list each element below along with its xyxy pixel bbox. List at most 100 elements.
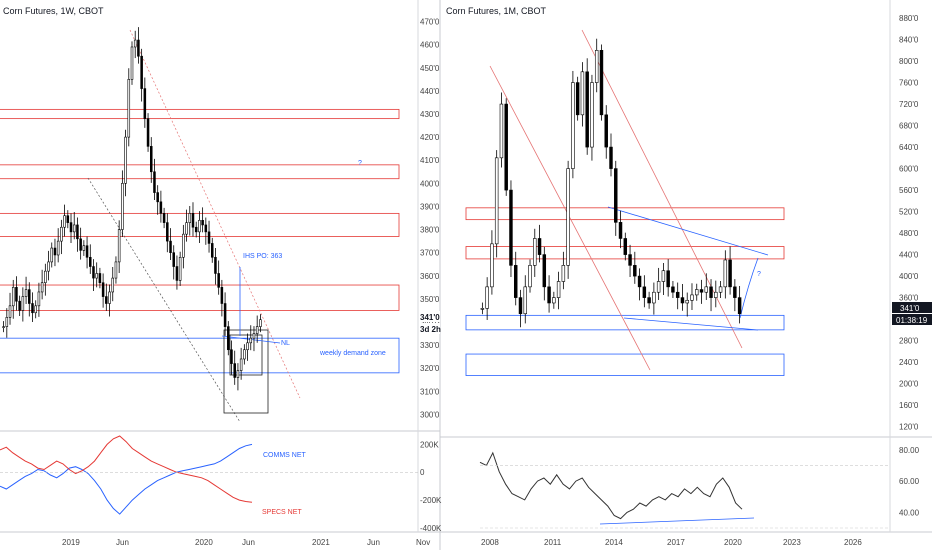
weekly-candle-body [166,222,169,242]
monthly-channel-lower [489,65,651,371]
weekly-price-tick: 380'0 [420,226,440,235]
monthly-time-tick: 2011 [544,538,562,547]
weekly-candle-body [24,289,28,297]
ihs-po-annotation: IHS PO: 363 [243,253,282,260]
weekly-price-tick: 450'0 [420,64,440,73]
weekly-candle-body [101,282,105,297]
monthly-question-annotation: ? [757,271,761,278]
weekly-countdown: 3d 2h [420,325,441,334]
monthly-candle-body [614,168,618,223]
monthly-candle-body [699,289,704,293]
monthly-time-tick: 2017 [667,538,685,547]
weekly-candle-body [108,291,111,304]
monthly-candles [480,38,742,328]
monthly-candle-body [728,259,732,288]
monthly-candle-body [685,299,689,304]
weekly-candle-body [143,88,147,119]
weekly-countdown-box [419,323,440,334]
weekly-candle-body [259,319,262,327]
monthly-time-tick: 2026 [844,538,862,547]
monthly-candle-body [609,146,613,169]
specs-net-label: SPECS NET [262,509,302,516]
monthly-price-label: 341'0 [900,304,920,313]
weekly-candle-body [201,220,204,226]
monthly-candle-body [537,238,542,255]
weekly-zones [0,108,400,374]
demand-zone-annotation: weekly demand zone [319,350,386,357]
weekly-candle-body [76,224,79,240]
weekly-candle-body [188,213,192,223]
weekly-candle-body [5,317,9,327]
monthly-candle-body [599,50,604,116]
weekly-candle-body [82,245,86,251]
weekly-candle-body [175,266,179,281]
monthly-candle-body [675,291,680,298]
weekly-candle-body [56,240,60,256]
weekly-time-ticks: 2019 Jun 2020 Jun 2021 Jun Nov [62,538,430,547]
weekly-price-tick: 400'0 [420,179,440,188]
weekly-candle-body [194,226,198,233]
weekly-candle-body [207,231,211,244]
monthly-candle-body [628,254,632,266]
weekly-indicator-line [0,435,253,503]
monthly-wedge-lower [623,317,759,331]
monthly-price-tick: 360'0 [899,294,919,303]
weekly-indicator-tick: 200K [420,440,439,449]
weekly-candle-body [159,201,163,214]
monthly-candle-body [680,297,685,304]
weekly-candle-body [92,266,95,279]
weekly-time-tick: 2021 [312,538,330,547]
weekly-candle-body [198,220,201,233]
monthly-candle-body [714,291,718,298]
weekly-candle-body [217,273,220,288]
monthly-candle-body [575,82,580,116]
monthly-time-ticks: 2008 2011 2014 2017 2020 2023 2026 [481,538,862,547]
weekly-candle-body [252,333,256,339]
monthly-price-tick: 200'0 [899,380,919,389]
weekly-zone [0,164,400,180]
monthly-candle-body [723,259,728,288]
monthly-countdown: 01:38:19 [896,316,928,325]
monthly-candle-body [556,281,561,298]
weekly-candle-body [21,296,25,311]
weekly-indicator-line [0,443,253,515]
weekly-candle-body [98,273,102,284]
weekly-candle-body [230,349,233,364]
monthly-price-ticks: 880'0 840'0 800'0 760'0 720'0 680'0 640'0 600'0… [899,14,919,432]
weekly-candle-body [239,358,243,371]
weekly-candle-body [246,342,249,351]
monthly-candle-body [652,291,656,304]
weekly-price-tick: 470'0 [420,18,440,27]
weekly-candle-body [130,46,134,80]
monthly-candle-body [533,238,537,266]
weekly-zone [0,337,400,374]
weekly-inner-box [229,334,263,376]
monthly-candle-body [542,254,547,288]
weekly-time-tick: Jun [367,538,380,547]
monthly-candle-body [528,265,532,288]
monthly-time-tick: 2014 [605,538,623,547]
weekly-candle-body [191,213,195,228]
weekly-candle-body [114,261,118,279]
monthly-time-tick: 2020 [724,538,742,547]
monthly-candle-body [737,297,742,315]
weekly-price-tick: 340'0 [420,318,440,327]
weekly-price-tick: 300'0 [420,410,440,419]
weekly-candle-body [233,363,236,378]
weekly-candle-body [72,224,76,233]
weekly-question-annotation: ? [358,160,362,167]
monthly-price-tick: 440'0 [899,251,919,260]
weekly-candle-body [66,215,70,223]
weekly-candle-body [37,291,41,307]
monthly-price-tick: 240'0 [899,358,919,367]
weekly-candle-body [172,252,175,267]
weekly-candle-body [178,256,182,281]
weekly-indicator-tick: 0 [420,468,425,477]
weekly-candle-body [162,213,166,223]
weekly-candle-body [156,192,159,203]
monthly-candle-body [590,82,594,148]
weekly-price-tick: 460'0 [420,41,440,50]
monthly-candle-body [566,168,570,266]
